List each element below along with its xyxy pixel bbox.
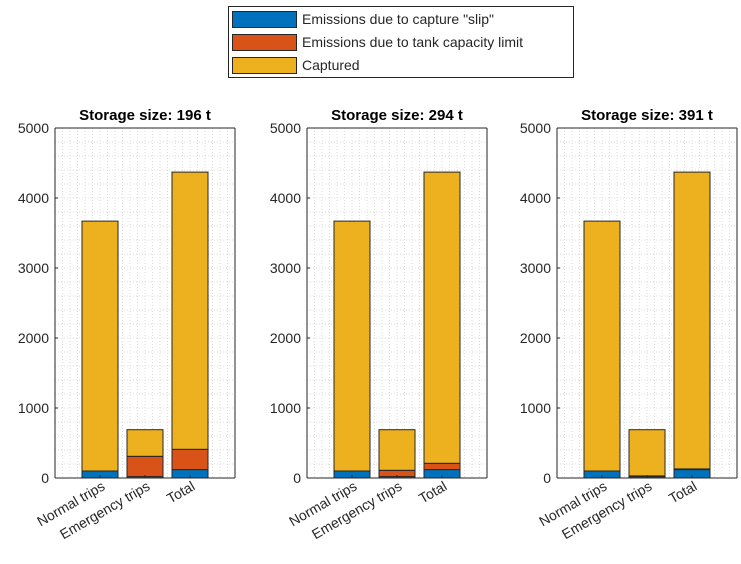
chart-title: Storage size: 294 t (331, 107, 463, 124)
x-tick-label: Total (416, 478, 450, 507)
y-tick-label: 3000 (270, 260, 301, 276)
x-tick-label: Total (164, 478, 198, 507)
bar-captured-2 (126, 429, 164, 457)
y-tick-label: 4000 (18, 190, 49, 206)
legend-label-slip: Emissions due to capture "slip" (302, 11, 494, 27)
y-tick-label: 1000 (520, 400, 551, 416)
legend-swatch-captured (232, 57, 297, 74)
y-tick-label: 2000 (270, 330, 301, 346)
legend-label-tank-limit: Emissions due to tank capacity limit (302, 34, 523, 50)
legend: Emissions due to capture "slip" Emission… (228, 6, 574, 78)
bar-captured-3 (423, 171, 461, 464)
y-tick-label: 1000 (270, 400, 301, 416)
bar-tank-limit-3 (171, 448, 209, 471)
y-tick-label: 0 (293, 470, 301, 486)
legend-swatch-tank-limit (232, 34, 297, 51)
bar-captured-1 (81, 220, 119, 472)
y-tick-label: 3000 (18, 260, 49, 276)
chart-title: Storage size: 391 t (581, 107, 713, 124)
y-tick-label: 2000 (18, 330, 49, 346)
chart-title: Storage size: 196 t (79, 107, 211, 124)
y-tick-label: 3000 (520, 260, 551, 276)
y-tick-label: 5000 (18, 120, 49, 136)
y-tick-label: 5000 (270, 120, 301, 136)
bar-captured-1 (583, 220, 621, 472)
legend-swatch-slip (232, 11, 297, 28)
bar-captured-1 (333, 220, 371, 472)
y-tick-label: 0 (543, 470, 551, 486)
y-tick-label: 4000 (520, 190, 551, 206)
y-tick-label: 1000 (18, 400, 49, 416)
x-tick-label: Total (666, 478, 700, 507)
bar-captured-3 (673, 171, 711, 470)
bar-tank-limit-3 (423, 462, 461, 471)
y-tick-label: 2000 (520, 330, 551, 346)
y-tick-label: 5000 (520, 120, 551, 136)
bar-tank-limit-2 (126, 455, 164, 478)
y-tick-label: 4000 (270, 190, 301, 206)
bar-captured-2 (628, 429, 666, 477)
y-tick-label: 0 (41, 470, 49, 486)
legend-label-captured: Captured (302, 57, 360, 73)
bar-captured-3 (171, 171, 209, 450)
bar-captured-2 (378, 429, 416, 471)
